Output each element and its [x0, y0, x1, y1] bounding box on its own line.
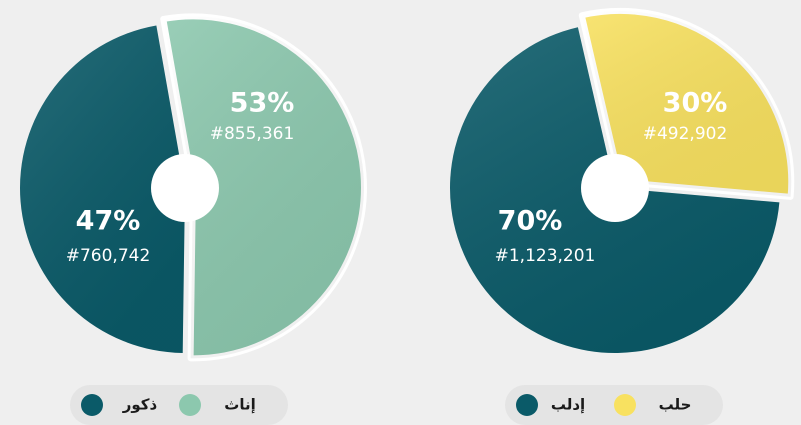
count-label: #1,123,201: [495, 246, 596, 266]
percent-label: 47%: [76, 206, 141, 237]
legend-swatch: [81, 394, 103, 416]
percent-label: 70%: [498, 206, 563, 237]
count-label: #492,902: [643, 124, 728, 144]
slice-shade: [20, 25, 185, 353]
center-hole: [581, 154, 649, 222]
legend-label: إدلب: [551, 396, 585, 414]
legend-label: إناث: [224, 396, 255, 414]
count-label: #760,742: [66, 246, 151, 266]
count-label: #855,361: [210, 124, 295, 144]
slice-shade: [581, 10, 792, 197]
slice-shade: [163, 16, 364, 359]
percent-label: 53%: [230, 88, 295, 119]
legend-swatch: [614, 394, 636, 416]
percent-label: 30%: [663, 88, 728, 119]
legend-label: حلب: [659, 396, 692, 414]
legend-swatch: [516, 394, 538, 416]
legend-label: ذكور: [122, 396, 158, 414]
legend-swatch: [179, 394, 201, 416]
center-hole: [151, 154, 219, 222]
